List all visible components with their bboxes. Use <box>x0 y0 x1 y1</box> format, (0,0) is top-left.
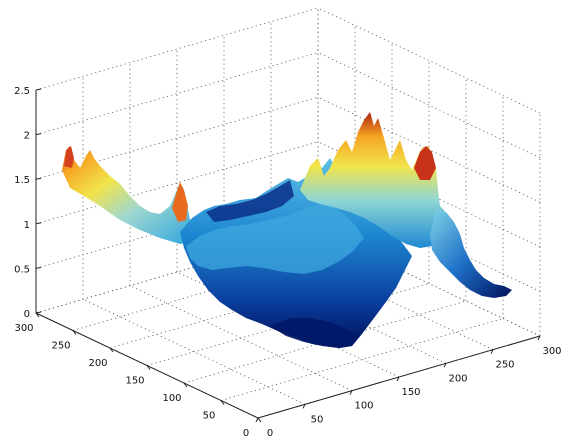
x-tick-mark <box>255 417 259 423</box>
x-tick-label: 300 <box>542 346 561 357</box>
y-tick-label: 200 <box>88 358 107 369</box>
x-tick-label: 250 <box>495 360 514 371</box>
y-tick-mark <box>72 330 77 335</box>
z-tick-label: 1 <box>24 220 30 231</box>
z-tick-mark <box>35 133 42 136</box>
x-tick-mark <box>443 363 447 368</box>
grid-lines <box>35 7 541 419</box>
grid-floor-y <box>220 318 504 401</box>
grid-back-horizontal <box>35 230 319 314</box>
surface-bowl-mid <box>186 204 364 274</box>
y-tick-label: 0 <box>243 428 249 437</box>
surface-dark-front <box>270 318 360 348</box>
x-tick-label: 0 <box>267 428 273 437</box>
z-tick-label: 0 <box>24 309 30 320</box>
x-tick-mark <box>490 349 494 354</box>
x-tick-label: 150 <box>401 387 420 398</box>
z-tick-label: 0.5 <box>14 264 30 275</box>
y-tick-label: 250 <box>51 341 70 352</box>
grid-back-horizontal <box>35 186 319 269</box>
y-tick-mark <box>220 400 225 405</box>
grid-floor-y <box>146 283 430 366</box>
z-tick-mark <box>35 266 42 269</box>
y-tick-mark <box>35 312 40 318</box>
z-tick-mark <box>35 311 42 314</box>
x-tick-mark <box>396 376 400 382</box>
z-tick-label: 2 <box>24 131 30 142</box>
grid-back-horizontal <box>35 7 319 91</box>
x-tick-mark <box>349 390 353 395</box>
grid-right-horizontal <box>317 7 541 114</box>
surface-dark-back <box>206 180 294 222</box>
z-tick-label: 2.5 <box>14 86 30 97</box>
tick-labels: 0 50 100 150 200 250 300 0 50 100 150 200 250 300 0 0.5… <box>14 86 561 437</box>
grid-floor-y <box>109 265 393 349</box>
y-tick-label: 300 <box>14 323 33 334</box>
y-tick-mark <box>257 417 262 423</box>
surface-tail-right <box>430 210 512 298</box>
z-tick-mark <box>35 88 42 91</box>
grid-floor-y <box>183 300 467 384</box>
axes <box>35 88 541 423</box>
y-tick-label: 50 <box>203 411 216 422</box>
grid-floor-y <box>72 248 356 331</box>
z-tick-mark <box>35 177 42 180</box>
x-tick-label: 100 <box>354 401 373 412</box>
x-tick-label: 50 <box>311 414 324 425</box>
y-tick-mark <box>109 347 114 353</box>
y-tick-mark <box>183 382 188 388</box>
y-tick-label: 100 <box>162 393 181 404</box>
x-tick-label: 200 <box>448 373 467 384</box>
x-tick-mark <box>537 335 541 341</box>
surface <box>62 112 512 348</box>
surface-ridge-right <box>300 112 448 248</box>
surface-peak-left <box>172 182 188 222</box>
grid-back-horizontal <box>35 52 319 135</box>
grid-back-horizontal <box>35 141 319 225</box>
y-tick-label: 150 <box>125 376 144 387</box>
z-tick-mark <box>35 222 42 225</box>
x-tick-mark <box>302 404 306 409</box>
surface-peak-red-left <box>64 146 74 168</box>
z-tick-label: 1.5 <box>14 175 30 186</box>
surface-ridge-left <box>62 146 196 244</box>
surface-peak-red-right <box>414 146 436 180</box>
y-tick-mark <box>146 365 151 370</box>
